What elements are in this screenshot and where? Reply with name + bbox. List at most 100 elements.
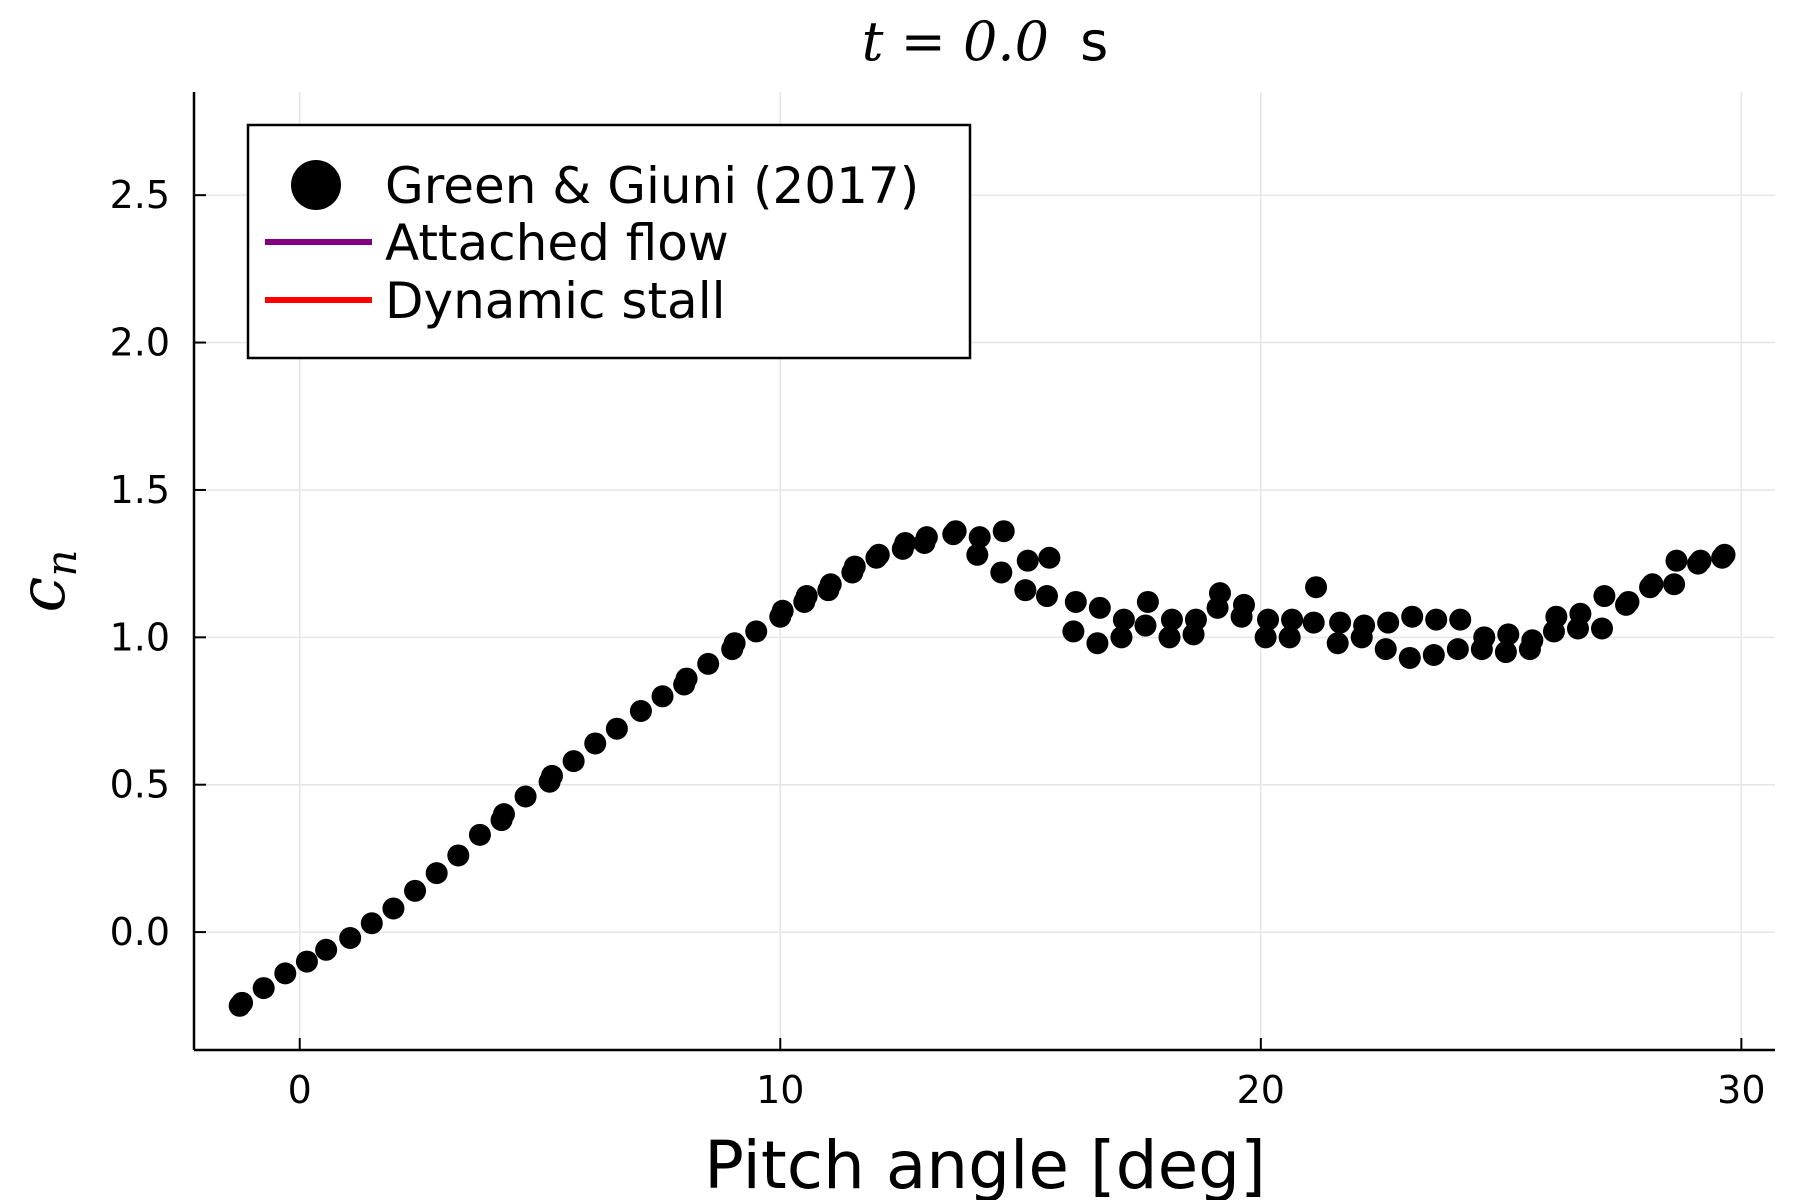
data-point — [514, 785, 537, 808]
data-point — [1422, 644, 1445, 667]
chart-title: t = 0.0 s — [862, 10, 1108, 73]
data-point — [771, 599, 794, 622]
data-point — [562, 750, 585, 773]
data-point — [1374, 638, 1397, 661]
data-point — [843, 555, 866, 578]
data-point — [1446, 638, 1469, 661]
data-point — [675, 667, 698, 690]
data-point — [360, 912, 383, 935]
data-point — [697, 652, 720, 675]
data-point — [915, 526, 938, 549]
data-point — [1326, 632, 1349, 655]
data-point — [1257, 608, 1280, 631]
data-point — [492, 803, 515, 826]
data-point — [404, 879, 427, 902]
data-point — [992, 520, 1015, 543]
data-point — [1425, 608, 1448, 631]
data-point — [339, 926, 362, 949]
x-axis-title: Pitch angle [deg] — [704, 1127, 1266, 1200]
data-point — [795, 585, 818, 608]
y-tick-label: 1.5 — [110, 468, 170, 512]
data-point — [295, 950, 318, 973]
chart-title-unit: s — [1080, 10, 1108, 73]
data-point — [1521, 629, 1544, 652]
data-point — [1663, 573, 1686, 596]
data-point — [1353, 614, 1376, 637]
data-point — [1665, 549, 1688, 572]
data-point — [1062, 620, 1085, 643]
data-point — [1038, 546, 1061, 569]
data-point — [1232, 593, 1255, 616]
data-point — [468, 823, 491, 846]
y-tick-label: 2.5 — [110, 173, 170, 217]
data-point — [1494, 641, 1517, 664]
data-point — [1134, 614, 1157, 637]
data-point — [1545, 605, 1568, 628]
data-point — [1305, 576, 1328, 599]
legend-label-green-giuni: Green & Giuni (2017) — [385, 157, 919, 215]
data-point — [315, 938, 338, 961]
chart-title-math: t = 0.0 — [862, 10, 1049, 73]
x-tick-label: 0 — [288, 1068, 312, 1112]
legend-marker-green-giuni — [291, 160, 341, 210]
data-point — [990, 561, 1013, 584]
data-point — [944, 520, 967, 543]
x-tick-label: 30 — [1717, 1068, 1765, 1112]
data-point — [1014, 579, 1037, 602]
data-point — [966, 543, 989, 566]
svg-text:cn: cn — [6, 550, 86, 613]
x-ticks: 0 10 20 30 — [288, 1038, 1766, 1112]
data-point — [1497, 623, 1520, 646]
data-point — [1641, 573, 1664, 596]
data-point — [1184, 608, 1207, 631]
data-point — [382, 897, 405, 920]
data-point — [1088, 596, 1111, 619]
data-point — [1591, 617, 1614, 640]
data-point — [1398, 646, 1421, 669]
data-point — [425, 862, 448, 885]
data-point — [1278, 626, 1301, 649]
data-point — [1160, 608, 1183, 631]
data-point — [1593, 585, 1616, 608]
data-point — [1136, 590, 1159, 613]
data-point — [1689, 549, 1712, 572]
data-point — [1617, 590, 1640, 613]
data-point — [584, 732, 607, 755]
y-axis-title: cn — [6, 550, 86, 613]
legend-label-dynamic-stall: Dynamic stall — [385, 272, 725, 330]
y-axis-title-main: c — [6, 577, 80, 613]
data-point — [651, 685, 674, 708]
data-point — [1401, 605, 1424, 628]
y-axis-title-subscript: n — [37, 550, 86, 577]
y-ticks: 0.0 0.5 1.0 1.5 2.0 2.5 — [110, 173, 206, 954]
data-point — [819, 573, 842, 596]
data-point — [1016, 549, 1039, 572]
data-point — [1281, 608, 1304, 631]
data-point — [1064, 590, 1087, 613]
axes — [192, 92, 1775, 1052]
scatter-points — [228, 520, 1736, 1017]
data-point — [1086, 632, 1109, 655]
data-point — [723, 632, 746, 655]
x-tick-label: 20 — [1237, 1068, 1285, 1112]
data-point — [1110, 626, 1133, 649]
y-tick-label: 2.0 — [110, 321, 170, 365]
data-point — [252, 977, 275, 1000]
data-point — [605, 717, 628, 740]
x-tick-label: 10 — [756, 1068, 804, 1112]
data-point — [968, 526, 991, 549]
y-tick-label: 1.0 — [110, 615, 170, 659]
data-point — [745, 620, 768, 643]
legend: Green & Giuni (2017) Attached flow Dynam… — [246, 123, 972, 360]
data-point — [1112, 608, 1135, 631]
y-tick-label: 0.5 — [110, 763, 170, 807]
data-point — [1449, 608, 1472, 631]
data-point — [1329, 611, 1352, 634]
data-point — [1208, 582, 1231, 605]
data-point — [629, 700, 652, 723]
data-point — [867, 543, 890, 566]
data-point — [1377, 611, 1400, 634]
data-point — [541, 764, 564, 787]
data-point — [274, 962, 297, 985]
